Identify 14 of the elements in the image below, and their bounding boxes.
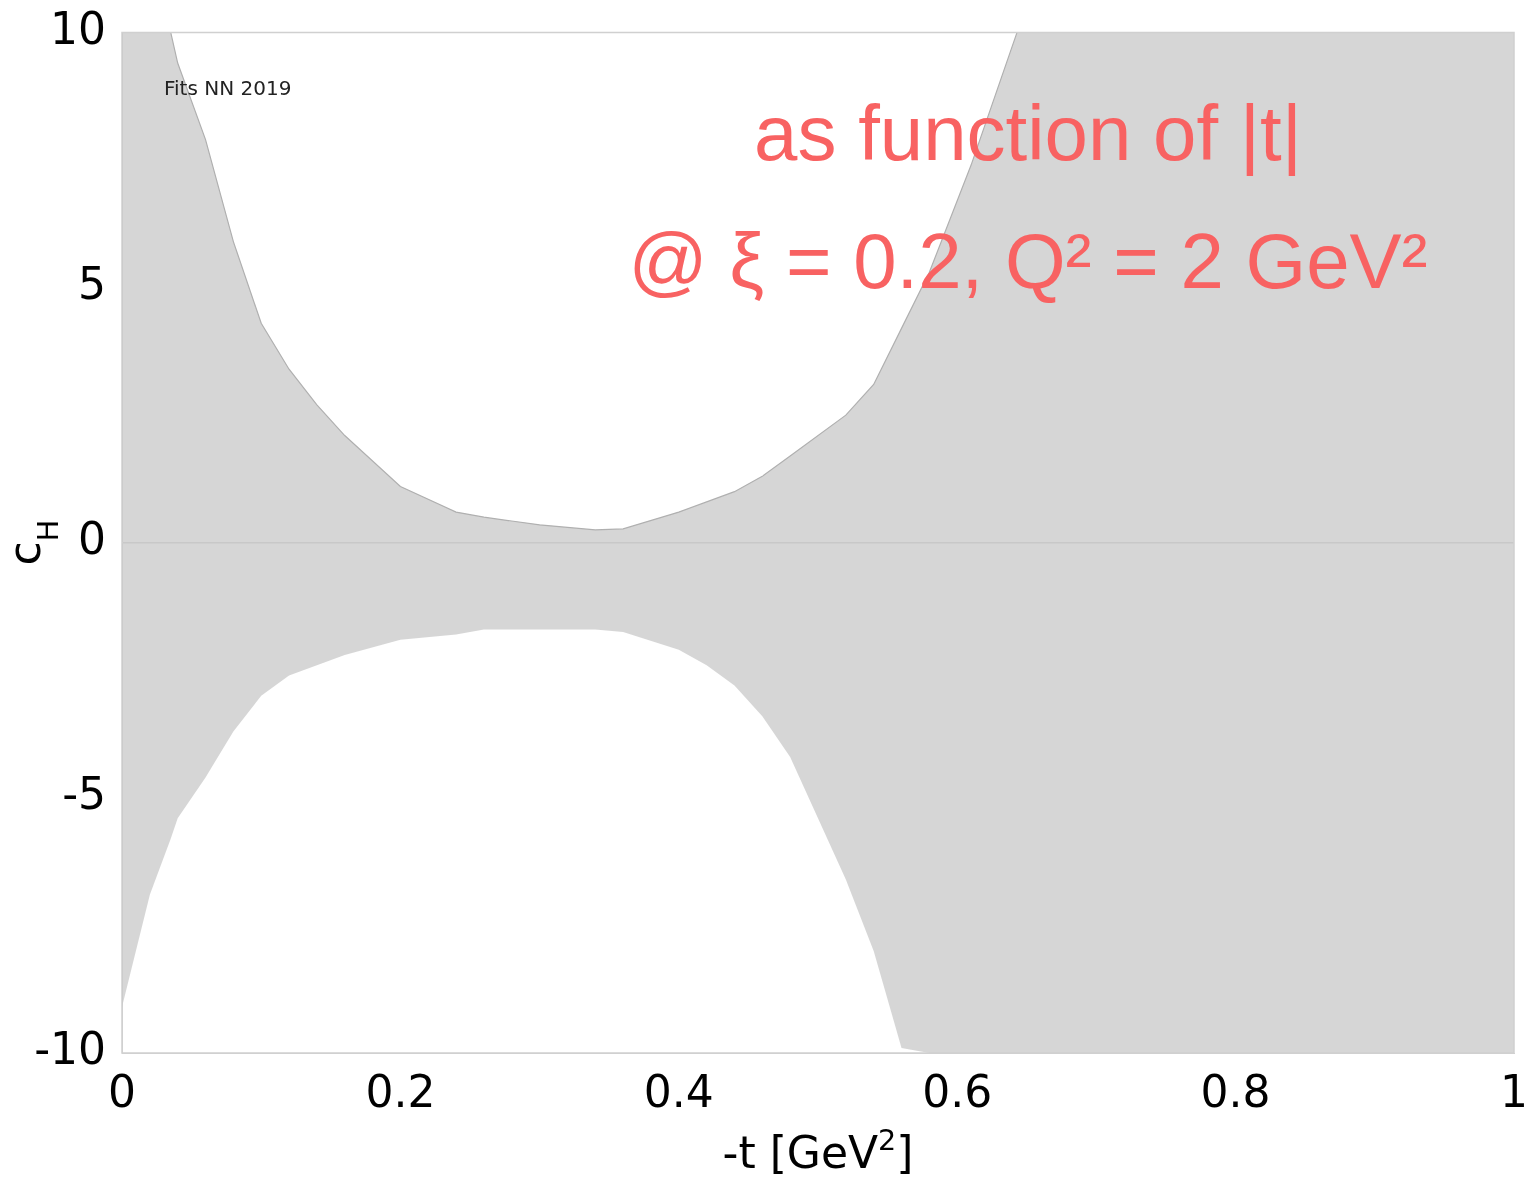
x-tick-label: 1 [1500,1065,1528,1117]
x-tick-label: 0.2 [365,1065,436,1117]
x-tick-label: 0.4 [643,1065,714,1117]
y-tick-label: 0 [78,513,106,565]
y-tick-label: -10 [34,1023,106,1075]
y-tick-label: 5 [78,257,106,309]
annotation: as function of |t| [754,89,1302,178]
y-axis-title: cH [0,519,65,566]
annotation: Fits NN 2019 [164,76,292,101]
annotation: @ ξ = 0.2, Q² = 2 GeV² [628,217,1428,306]
y-tick-label: -5 [62,768,106,820]
x-tick-label: 0.6 [922,1065,993,1117]
x-tick-label: 0.8 [1200,1065,1271,1117]
y-tick-label: 10 [50,2,106,54]
